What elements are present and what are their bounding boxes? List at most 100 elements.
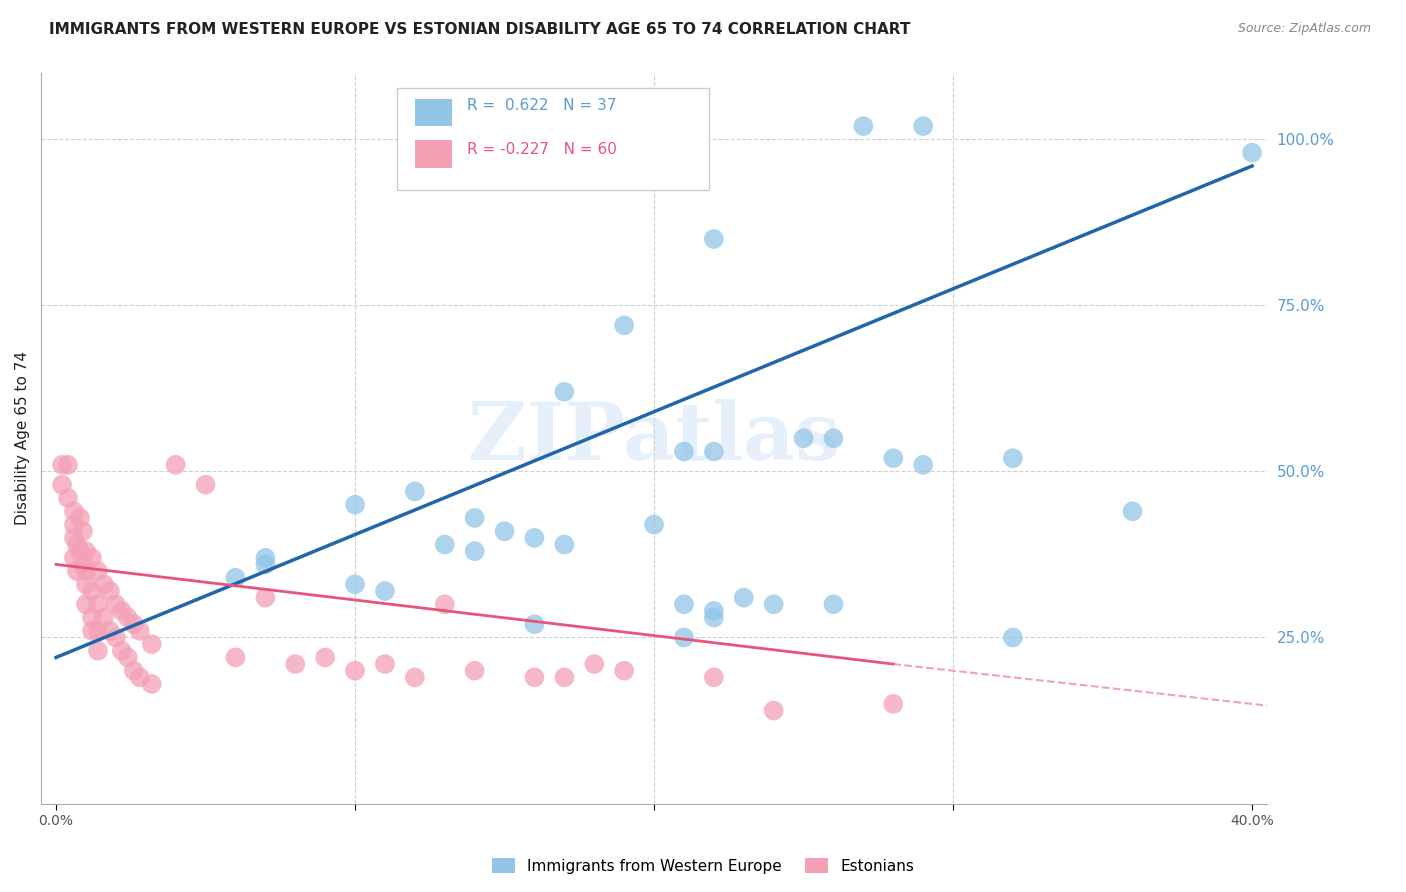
Point <box>69 511 91 525</box>
Point <box>672 597 695 611</box>
Point <box>75 597 97 611</box>
Point <box>464 511 486 525</box>
Point <box>284 657 307 671</box>
Y-axis label: Disability Age 65 to 74: Disability Age 65 to 74 <box>15 351 30 525</box>
Point <box>672 444 695 458</box>
Point <box>374 584 396 599</box>
FancyBboxPatch shape <box>415 98 451 127</box>
Point <box>733 591 755 605</box>
Text: R = -0.227   N = 60: R = -0.227 N = 60 <box>467 142 616 157</box>
Point <box>122 664 145 678</box>
Point <box>703 670 725 684</box>
Text: IMMIGRANTS FROM WESTERN EUROPE VS ESTONIAN DISABILITY AGE 65 TO 74 CORRELATION C: IMMIGRANTS FROM WESTERN EUROPE VS ESTONI… <box>49 22 911 37</box>
Point <box>464 664 486 678</box>
Point <box>63 517 86 532</box>
Point <box>344 664 367 678</box>
Point <box>69 544 91 558</box>
Point <box>823 597 845 611</box>
Legend: Immigrants from Western Europe, Estonians: Immigrants from Western Europe, Estonian… <box>486 852 920 880</box>
Point <box>703 232 725 246</box>
Point <box>553 670 575 684</box>
Point <box>344 577 367 591</box>
Point <box>404 670 426 684</box>
Point <box>494 524 516 539</box>
Point <box>141 637 163 651</box>
Text: ZIPatlas: ZIPatlas <box>468 400 841 477</box>
Point <box>613 664 636 678</box>
Point <box>80 550 103 565</box>
Point <box>165 458 187 472</box>
Point <box>852 119 875 133</box>
Point <box>672 631 695 645</box>
Point <box>1001 631 1024 645</box>
Point <box>583 657 606 671</box>
Point <box>882 697 904 711</box>
Point <box>87 597 110 611</box>
Point <box>613 318 636 333</box>
Point <box>433 597 456 611</box>
Point <box>254 591 277 605</box>
Point <box>912 458 935 472</box>
Point <box>80 610 103 624</box>
Point <box>111 644 134 658</box>
Point <box>1241 145 1264 160</box>
Point <box>117 610 139 624</box>
Point <box>87 624 110 638</box>
Point <box>56 491 79 505</box>
Point <box>63 504 86 518</box>
Point <box>122 617 145 632</box>
Point <box>63 550 86 565</box>
Point <box>87 564 110 578</box>
Point <box>72 558 94 572</box>
Point <box>63 531 86 545</box>
Point <box>51 458 73 472</box>
Point <box>80 624 103 638</box>
Point <box>703 444 725 458</box>
Point <box>254 550 277 565</box>
Point <box>703 604 725 618</box>
Point <box>51 477 73 491</box>
Point <box>194 477 217 491</box>
Point <box>75 577 97 591</box>
Point <box>224 571 246 585</box>
Point <box>912 119 935 133</box>
Point <box>762 597 785 611</box>
Point <box>254 558 277 572</box>
Point <box>104 631 127 645</box>
Point <box>104 597 127 611</box>
Point <box>80 584 103 599</box>
Point <box>224 650 246 665</box>
Point <box>793 431 815 445</box>
FancyBboxPatch shape <box>415 140 451 168</box>
Point <box>141 677 163 691</box>
Point <box>523 670 546 684</box>
Point <box>75 564 97 578</box>
Text: Source: ZipAtlas.com: Source: ZipAtlas.com <box>1237 22 1371 36</box>
Point <box>111 604 134 618</box>
Point <box>66 537 89 551</box>
Point <box>344 498 367 512</box>
Point <box>703 610 725 624</box>
Point <box>93 610 115 624</box>
Point <box>523 531 546 545</box>
Point <box>66 564 89 578</box>
Point <box>98 624 121 638</box>
Point <box>882 451 904 466</box>
Point <box>553 537 575 551</box>
Point <box>404 484 426 499</box>
Point <box>128 670 150 684</box>
Point <box>72 524 94 539</box>
Point <box>128 624 150 638</box>
Point <box>553 384 575 399</box>
Point <box>433 537 456 551</box>
Point <box>93 577 115 591</box>
Point <box>762 704 785 718</box>
Point <box>117 650 139 665</box>
Point <box>1121 504 1143 518</box>
Point <box>1001 451 1024 466</box>
Point <box>75 544 97 558</box>
Point <box>98 584 121 599</box>
Point <box>56 458 79 472</box>
FancyBboxPatch shape <box>396 87 709 190</box>
Text: R =  0.622   N = 37: R = 0.622 N = 37 <box>467 98 616 113</box>
